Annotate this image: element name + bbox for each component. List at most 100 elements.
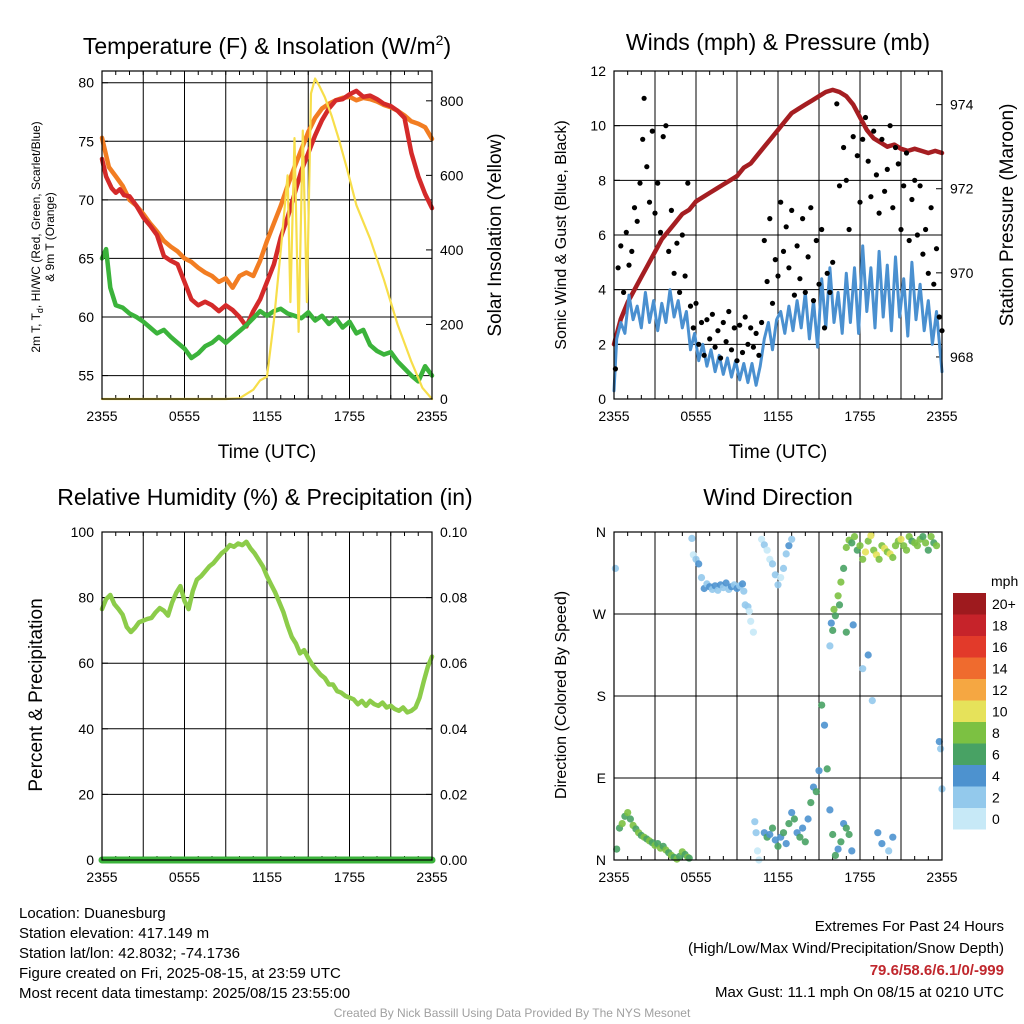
wind-gust-point bbox=[836, 183, 843, 189]
wind-direction-point bbox=[688, 534, 696, 543]
wind-direction-plot-border bbox=[613, 531, 943, 861]
winds-xtick-label: 1155 bbox=[763, 408, 793, 424]
wind-direction-xtick-label: 1155 bbox=[763, 869, 793, 885]
speed-legend-label: 8 bbox=[992, 725, 1000, 741]
wind-gust-point bbox=[834, 101, 840, 107]
wind-gust-point bbox=[640, 136, 646, 142]
wind-gust-point bbox=[718, 355, 724, 361]
wind-direction-point bbox=[922, 539, 930, 547]
speed-legend-label: 20+ bbox=[992, 596, 1016, 612]
wind-direction-point bbox=[788, 809, 796, 817]
wind-gust-point bbox=[623, 229, 629, 235]
precip-y2tick-label: 0.02 bbox=[440, 786, 467, 802]
wind-direction-point bbox=[889, 553, 897, 562]
wind-direction-point bbox=[897, 535, 905, 543]
wind-gust-point bbox=[734, 358, 740, 364]
winds-ytick-label: 12 bbox=[590, 63, 606, 79]
humidity-xtick-label: 2355 bbox=[416, 869, 447, 885]
wind-gust-point bbox=[857, 199, 863, 205]
dewpoint-line bbox=[99, 246, 435, 384]
speed-legend-swatch bbox=[953, 700, 986, 722]
wind-gust-point bbox=[745, 341, 751, 347]
wind-direction-point bbox=[861, 548, 870, 556]
temperature-xtick-label: 2355 bbox=[416, 408, 447, 424]
wind-direction-point bbox=[859, 555, 867, 563]
humidity-line bbox=[99, 539, 435, 715]
wind-direction-xtick-label: 2355 bbox=[598, 869, 629, 885]
winds-xtick-label: 1755 bbox=[844, 408, 875, 424]
wind-direction-point bbox=[875, 555, 883, 563]
wind-gust-point bbox=[693, 300, 699, 306]
wind-direction-point bbox=[913, 542, 922, 550]
insolation-y2tick-label: 600 bbox=[440, 167, 464, 183]
wind-direction-point bbox=[889, 833, 897, 841]
wind-gust-point bbox=[637, 180, 643, 186]
temperature-ytick-label: 70 bbox=[78, 192, 94, 208]
wind-direction-point bbox=[768, 560, 777, 568]
temperature-panel: Temperature (F) & Insolation (W/m2) Time… bbox=[29, 32, 506, 463]
speed-legend-label: 2 bbox=[992, 789, 1000, 805]
wind-gust-point bbox=[901, 183, 907, 189]
humidity-panel-ylabel: Percent & Precipitation bbox=[26, 598, 47, 791]
wind-direction-point bbox=[848, 539, 856, 547]
wind-gust-point bbox=[810, 298, 817, 304]
wind-gust-point bbox=[928, 205, 934, 211]
wind-gust-point bbox=[860, 136, 866, 142]
wind-direction-point bbox=[924, 546, 932, 554]
wind-gust-point bbox=[920, 251, 926, 257]
wind-direction-point bbox=[829, 626, 837, 635]
winds-panel-ylabel: Sonic Wind & Gust (Blue, Black) bbox=[553, 120, 570, 349]
speed-legend-swatch bbox=[953, 743, 986, 765]
pressure-y2tick-label: 968 bbox=[950, 349, 974, 365]
humidity-panel-title: Relative Humidity (%) & Precipitation (i… bbox=[57, 484, 472, 510]
wind-direction-point bbox=[771, 836, 779, 844]
insolation-y2tick-label: 800 bbox=[440, 93, 464, 109]
wind-direction-point bbox=[867, 532, 875, 540]
wind-gust-point bbox=[629, 248, 635, 254]
wind-direction-point bbox=[864, 537, 872, 545]
wind-direction-point bbox=[801, 838, 809, 846]
wind-direction-point bbox=[777, 574, 785, 582]
wind-gust-point bbox=[621, 289, 627, 295]
wind-gust-point bbox=[895, 161, 901, 167]
max-gust: Max Gust: 11.1 mph On 08/15 at 0210 UTC bbox=[714, 984, 1004, 1001]
wind-direction-point bbox=[807, 799, 815, 807]
wind-direction-point bbox=[829, 830, 837, 839]
humidity-xtick-label: 0555 bbox=[169, 869, 200, 885]
speed-legend-swatch bbox=[953, 614, 986, 636]
precip-y2tick-label: 0.04 bbox=[440, 721, 467, 737]
wind-direction-point bbox=[834, 845, 842, 853]
wind-direction-point bbox=[927, 533, 935, 541]
wind-direction-point bbox=[835, 601, 844, 609]
wind-gust-point bbox=[704, 317, 710, 323]
wind-gust-point bbox=[674, 240, 680, 246]
wind-gust-point bbox=[646, 199, 653, 205]
temperature-panel-xlabel: Time (UTC) bbox=[218, 442, 317, 463]
wind-direction-ytick-label: E bbox=[597, 770, 606, 786]
wind-gust-point bbox=[739, 349, 746, 356]
wind-direction-point bbox=[919, 533, 927, 541]
temperature-panel-ylabel-line2: & 9m T (Orange) bbox=[43, 192, 57, 282]
wind-gust-point bbox=[698, 319, 705, 326]
wind-gust-point bbox=[767, 216, 773, 222]
wind-gust-point bbox=[737, 322, 743, 328]
wind-gust-point bbox=[679, 232, 685, 238]
temperature-xtick-label: 2355 bbox=[86, 408, 117, 424]
wind-gust-point bbox=[715, 328, 721, 334]
wind-direction-point bbox=[856, 542, 864, 550]
humidity-ytick-label: 60 bbox=[78, 655, 94, 671]
wind-gust-point bbox=[813, 237, 819, 244]
wind-gust-point bbox=[618, 243, 624, 249]
wind-gust-point bbox=[742, 314, 748, 320]
pressure-y2tick-label: 970 bbox=[950, 265, 974, 281]
speed-legend-swatch bbox=[953, 679, 986, 701]
humidity-ytick-label: 80 bbox=[78, 590, 94, 606]
wind-gust-point bbox=[933, 246, 940, 252]
wind-gust-point bbox=[819, 226, 825, 233]
most-recent-timestamp: Most recent data timestamp: 2025/08/15 2… bbox=[19, 985, 351, 1002]
wind-gust-point bbox=[821, 325, 828, 331]
wind-gust-point bbox=[868, 194, 874, 200]
wind-gust-point bbox=[723, 339, 729, 345]
wind-direction-point bbox=[840, 564, 848, 573]
wind-direction-point bbox=[747, 617, 755, 625]
